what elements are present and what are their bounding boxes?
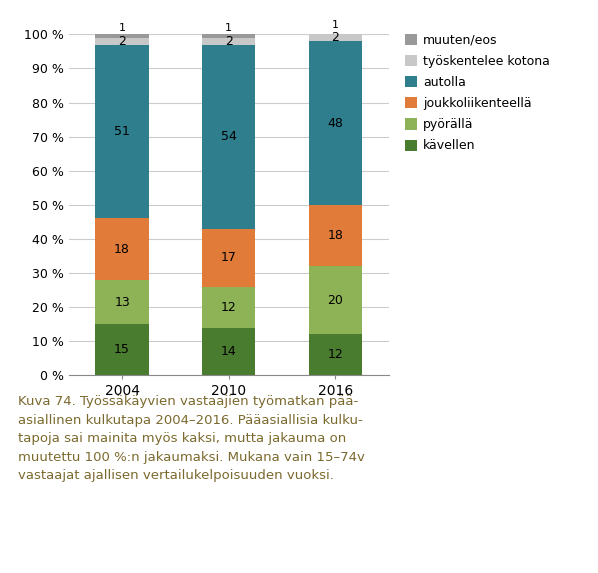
Bar <box>309 335 362 375</box>
Text: Kuva 74. Työssäkäyvien vastaajien työmatkan pää-
asiallinen kulkutapa 2004–2016.: Kuva 74. Työssäkäyvien vastaajien työmat… <box>18 395 365 482</box>
Text: 20: 20 <box>328 294 343 307</box>
Bar <box>96 280 149 324</box>
Text: 12: 12 <box>328 348 343 362</box>
Bar <box>202 38 255 45</box>
Bar <box>96 218 149 280</box>
Text: 54: 54 <box>221 130 237 143</box>
Legend: muuten/eos, työskentelee kotona, autolla, joukkoliikenteellä, pyörällä, kävellen: muuten/eos, työskentelee kotona, autolla… <box>405 34 550 152</box>
Text: 1: 1 <box>332 20 339 30</box>
Bar <box>202 229 255 286</box>
Text: 2: 2 <box>331 32 339 44</box>
Text: 13: 13 <box>114 296 130 308</box>
Bar <box>202 34 255 38</box>
Text: 17: 17 <box>221 251 237 264</box>
Bar <box>309 41 362 205</box>
Bar <box>96 38 149 45</box>
Text: 48: 48 <box>328 116 343 129</box>
Text: 18: 18 <box>114 243 130 256</box>
Bar <box>309 266 362 335</box>
Text: 1: 1 <box>118 23 126 33</box>
Bar <box>309 34 362 41</box>
Bar <box>96 34 149 38</box>
Text: 51: 51 <box>114 125 130 138</box>
Text: 14: 14 <box>221 345 237 358</box>
Bar <box>309 31 362 34</box>
Text: 15: 15 <box>114 343 130 356</box>
Bar <box>202 328 255 375</box>
Text: 2: 2 <box>118 35 126 48</box>
Text: 2: 2 <box>225 35 233 48</box>
Bar <box>96 45 149 218</box>
Bar <box>202 286 255 328</box>
Text: 1: 1 <box>225 23 232 33</box>
Text: 12: 12 <box>221 301 237 313</box>
Bar <box>96 324 149 375</box>
Bar <box>309 205 362 266</box>
Bar <box>202 45 255 229</box>
Text: 18: 18 <box>328 229 343 242</box>
